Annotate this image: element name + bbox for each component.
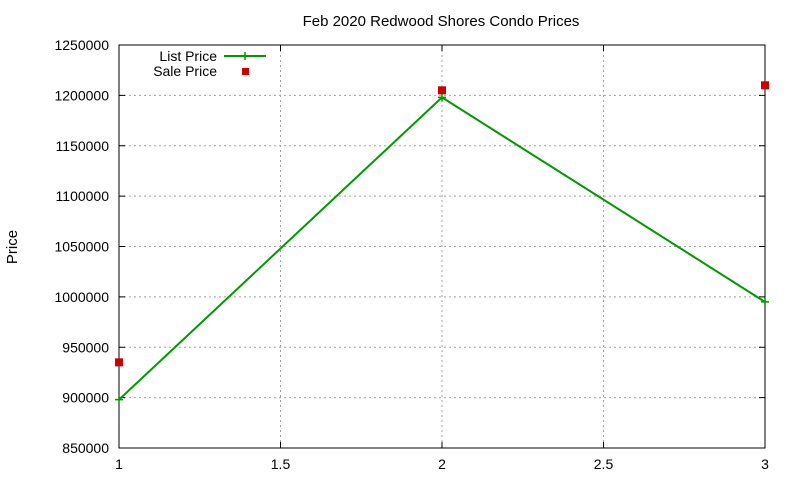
legend-marker-sale-price bbox=[242, 68, 249, 75]
series-layer bbox=[115, 81, 769, 404]
legend-marker-list-price bbox=[241, 52, 249, 60]
y-tick-label: 1050000 bbox=[54, 239, 109, 255]
y-tick-label: 900000 bbox=[62, 390, 109, 406]
chart-title: Feb 2020 Redwood Shores Condo Prices bbox=[303, 13, 580, 30]
list-price-point bbox=[438, 93, 446, 102]
y-axis-label: Price bbox=[4, 230, 21, 264]
legend: List Price Sale Price bbox=[153, 48, 266, 79]
sale-price-point bbox=[115, 358, 123, 367]
y-tick-label: 1100000 bbox=[56, 188, 110, 204]
x-tick-label: 3 bbox=[761, 456, 769, 472]
y-tick-label: 950000 bbox=[62, 339, 109, 355]
legend-label-list-price: List Price bbox=[159, 48, 217, 64]
y-tick-label: 1200000 bbox=[54, 87, 109, 103]
grid-lines bbox=[119, 45, 765, 448]
x-axis-ticks: 1 1.5 2 2.5 3 bbox=[115, 45, 769, 472]
list-price-line bbox=[118, 96, 766, 401]
x-tick-label: 1 bbox=[115, 456, 123, 472]
legend-label-sale-price: Sale Price bbox=[153, 63, 217, 79]
x-tick-label: 2.5 bbox=[594, 456, 614, 472]
y-axis-ticks: 850000 900000 950000 1000000 1050000 1100000 1… bbox=[54, 37, 765, 456]
y-tick-label: 850000 bbox=[62, 440, 109, 456]
x-tick-label: 1.5 bbox=[271, 456, 291, 472]
list-price-point bbox=[761, 297, 769, 306]
list-price-point bbox=[115, 395, 123, 404]
y-tick-label: 1000000 bbox=[54, 289, 109, 305]
y-tick-label: 1150000 bbox=[56, 138, 110, 154]
sale-price-point bbox=[438, 86, 446, 95]
y-tick-label: 1250000 bbox=[54, 37, 109, 53]
x-tick-label: 2 bbox=[438, 456, 446, 472]
sale-price-point bbox=[761, 81, 769, 90]
